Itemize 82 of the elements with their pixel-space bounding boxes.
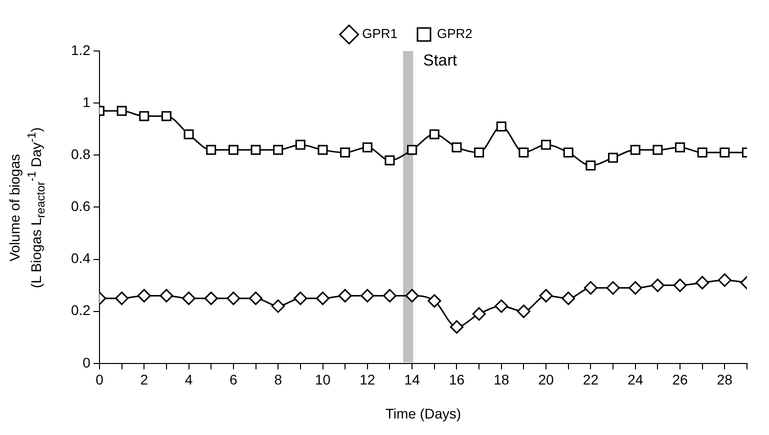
point <box>516 304 530 318</box>
x-tick-label: 10 <box>314 372 331 388</box>
legend-label: GPR2 <box>437 26 472 42</box>
point <box>139 111 150 122</box>
point <box>452 142 462 152</box>
point <box>250 144 261 155</box>
x-tick-label: 8 <box>274 372 282 388</box>
point <box>518 148 529 158</box>
x-tick-label: 6 <box>230 372 238 388</box>
point <box>673 278 687 292</box>
point <box>450 320 464 334</box>
point <box>496 122 506 132</box>
point <box>428 294 442 308</box>
point <box>249 292 263 306</box>
x-tick-label: 14 <box>404 372 420 388</box>
point <box>271 299 285 313</box>
x-tick-label: 2 <box>140 372 148 388</box>
point <box>184 129 194 140</box>
point <box>340 148 350 158</box>
x-tick-label: 28 <box>716 372 733 388</box>
point <box>384 155 395 166</box>
point <box>116 106 127 116</box>
point <box>115 292 129 306</box>
y-tick-label: 0 <box>82 354 91 370</box>
y-tick-label: 1.2 <box>70 42 91 58</box>
point <box>407 144 418 155</box>
point <box>563 148 574 158</box>
x-tick-label: 16 <box>448 372 465 388</box>
point <box>429 129 440 140</box>
point <box>606 281 620 295</box>
x-tick-label: 0 <box>96 372 104 388</box>
x-tick-label: 26 <box>672 372 688 388</box>
band-label: Start <box>423 52 458 70</box>
point <box>160 288 174 302</box>
x-axis-title: Time (Days) <box>385 405 462 422</box>
point <box>295 140 306 150</box>
y-tick-label: 0.4 <box>70 250 91 266</box>
point <box>628 281 642 295</box>
y-tick-label: 1 <box>82 94 91 110</box>
y-tick-label: 0.8 <box>70 146 91 162</box>
point <box>294 292 308 306</box>
point <box>562 292 576 306</box>
point <box>226 292 240 306</box>
point <box>273 144 284 155</box>
x-tick-label: 24 <box>628 372 644 388</box>
point <box>204 292 218 306</box>
x-tick-label: 20 <box>538 372 554 388</box>
point <box>382 288 396 302</box>
point <box>608 152 618 163</box>
point <box>472 307 486 321</box>
point <box>584 281 598 295</box>
point <box>360 288 374 302</box>
point <box>338 288 352 302</box>
point <box>539 288 553 302</box>
point <box>630 144 640 155</box>
point <box>650 278 664 292</box>
y-tick-label: 0.6 <box>70 198 91 214</box>
point <box>474 148 484 158</box>
point <box>405 288 419 302</box>
point <box>206 144 216 155</box>
point <box>316 292 330 306</box>
x-tick-label: 22 <box>582 372 599 388</box>
point <box>228 144 238 155</box>
x-tick-label: 4 <box>184 372 193 388</box>
point <box>675 142 686 152</box>
point <box>696 276 710 290</box>
point <box>720 148 730 158</box>
point <box>362 142 372 152</box>
x-tick-label: 18 <box>494 372 510 388</box>
point <box>161 111 172 122</box>
point <box>182 292 196 306</box>
legend-label: GPR1 <box>362 26 398 42</box>
point <box>652 144 663 155</box>
x-tick-label: 12 <box>360 372 376 388</box>
point <box>697 148 708 158</box>
point <box>718 273 732 287</box>
point <box>318 144 328 155</box>
point <box>541 140 552 150</box>
point <box>494 299 508 313</box>
point <box>137 288 151 302</box>
point <box>586 160 596 171</box>
y-tick-label: 0.2 <box>70 302 91 318</box>
